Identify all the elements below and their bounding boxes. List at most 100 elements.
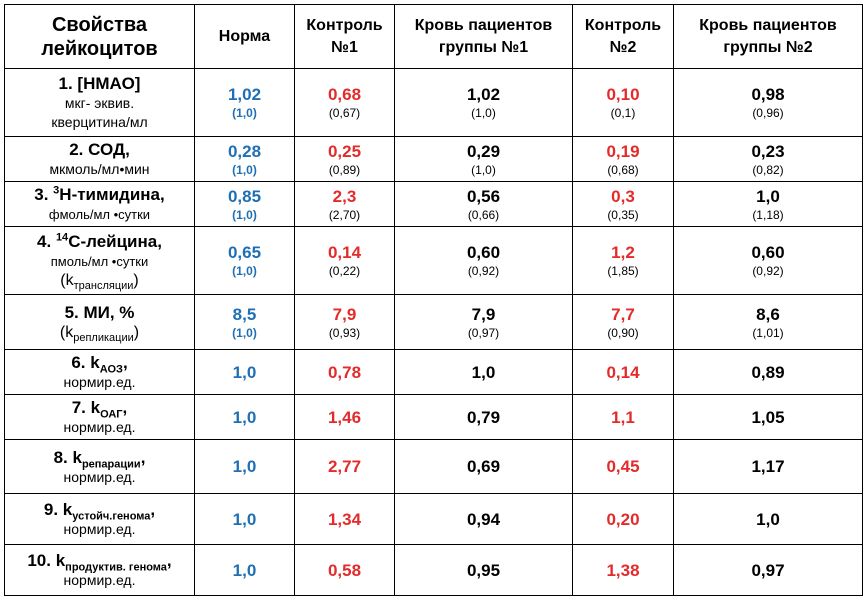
- value: 0,89: [751, 362, 785, 382]
- relative-value: (1,0): [232, 264, 257, 278]
- value: 1,05: [751, 407, 785, 427]
- blood2-cell: 0,60 (0,92): [673, 226, 863, 295]
- norm-cell: 0,28 (1,0): [194, 136, 295, 182]
- value: 7,9: [471, 304, 496, 324]
- property-cell: 5. МИ, % (kрепликации): [4, 294, 195, 350]
- value: 1,0: [232, 407, 257, 427]
- property-name: 5. МИ, %: [7, 302, 192, 323]
- table-row: 4. 14С-лейцина, пмоль/мл •сутки (kтрансляц…: [4, 226, 863, 295]
- property-cell: 9. kустойч.генома, нормир.ед.: [4, 493, 195, 545]
- property-name: 7. kОАГ,: [7, 397, 192, 421]
- control2-cell: 1,38: [572, 544, 674, 596]
- property-unit: пмоль/мл •сутки: [50, 253, 149, 269]
- blood2-cell: 8,6 (1,01): [673, 294, 863, 350]
- property-cell: 10. kпродуктив. генома, нормир.ед.: [4, 544, 195, 596]
- blood1-cell: 1,02 (1,0): [394, 68, 573, 137]
- property-name: 1. [НМАО]: [7, 73, 192, 94]
- value: 1,0: [756, 509, 780, 529]
- property-number: 3.: [34, 185, 54, 204]
- property-cell: 1. [НМАО] мкг- эквив. кверцитина/мл: [4, 68, 195, 137]
- property-title: k: [90, 398, 101, 417]
- property-cell: 6. kАОЗ, нормир.ед.: [4, 349, 195, 395]
- control2-cell: 0,45: [572, 439, 674, 494]
- property-unit: фмоль/мл •сутки: [48, 207, 151, 222]
- property-tail: ,: [122, 353, 128, 372]
- value: 0,28: [227, 141, 262, 161]
- value: 7,7: [611, 304, 635, 324]
- leukocyte-properties-table: Свойства лейкоцитов Норма Контроль №1 Кр…: [4, 4, 863, 596]
- relative-value: (0,67): [328, 106, 361, 120]
- norm-cell: 8,5 (1,0): [194, 294, 295, 350]
- table-row: 10. kпродуктив. генома, нормир.ед. 1,0 0,58…: [4, 544, 863, 596]
- value: 0,65: [227, 243, 262, 262]
- norm-cell: 1,0: [194, 349, 295, 395]
- property-cell: 4. 14С-лейцина, пмоль/мл •сутки (kтрансляц…: [4, 226, 195, 295]
- control1-cell: 7,9 (0,93): [294, 294, 395, 350]
- value: 1,17: [751, 457, 785, 476]
- value: 7,9: [332, 304, 357, 324]
- property-subscript: ОАГ: [100, 408, 123, 421]
- value: 0,95: [466, 560, 501, 580]
- property-coefficient: (kтрансляции): [7, 271, 192, 292]
- property-name: 6. kАОЗ,: [7, 352, 192, 375]
- value: 1,0: [756, 186, 780, 206]
- control2-cell: 7,7 (0,90): [572, 294, 674, 350]
- property-title: СОД,: [88, 140, 130, 159]
- relative-value: (1,18): [752, 207, 784, 222]
- property-title: С-лейцина,: [68, 231, 162, 251]
- value: 8,5: [232, 304, 257, 324]
- value: 1,0: [471, 362, 496, 382]
- control1-cell: 0,58: [294, 544, 395, 596]
- coefficient-part: трансляции: [73, 279, 134, 292]
- value: 0,60: [751, 243, 785, 262]
- relative-value: (1,85): [607, 264, 639, 278]
- value: 0,60: [466, 243, 501, 262]
- property-coefficient: (kрепликации): [7, 323, 192, 344]
- control1-cell: 0,68 (0,67): [294, 68, 395, 137]
- property-title: Н-тимидина,: [59, 185, 165, 204]
- property-unit: нормир.ед.: [63, 521, 136, 537]
- property-number: 2.: [69, 140, 89, 159]
- value: 1,38: [606, 560, 640, 580]
- property-subscript: продуктив. генома: [65, 561, 167, 574]
- value: 0,79: [466, 407, 501, 427]
- value: 8,6: [756, 304, 780, 324]
- control1-cell: 0,78: [294, 349, 395, 395]
- relative-value: (0,1): [610, 106, 636, 120]
- value: 0,20: [606, 509, 640, 529]
- control1-cell: 1,46: [294, 394, 395, 440]
- table-row: 1. [НМАО] мкг- эквив. кверцитина/мл 1,02 (1,…: [4, 68, 863, 137]
- property-unit: кверцитина/мл: [51, 114, 148, 130]
- blood1-cell: 0,95: [394, 544, 573, 596]
- control1-cell: 2,3 (2,70): [294, 181, 395, 227]
- property-unit: нормир.ед.: [63, 572, 136, 588]
- relative-value: (0,93): [328, 325, 361, 340]
- blood1-cell: 0,79: [394, 394, 573, 440]
- value: 0,29: [466, 141, 501, 161]
- blood2-cell: 1,05: [673, 394, 863, 440]
- property-number: 4.: [37, 231, 56, 251]
- relative-value: (0,97): [467, 325, 500, 340]
- value: 0,78: [327, 362, 362, 382]
- blood2-cell: 0,89: [673, 349, 863, 395]
- value: 0,23: [751, 141, 785, 161]
- property-cell: 3. 3Н-тимидина, фмоль/мл •сутки: [4, 181, 195, 227]
- property-unit: мкг- эквив.: [64, 95, 135, 111]
- property-tail: ,: [166, 551, 172, 570]
- coefficient-part: (k: [59, 323, 74, 341]
- table-header-row: Свойства лейкоцитов Норма Контроль №1 Кр…: [4, 4, 863, 69]
- header-blood1: Кровь пациентов группы №1: [394, 4, 573, 69]
- blood2-cell: 0,23 (0,82): [673, 136, 863, 182]
- value: 1,02: [466, 85, 501, 104]
- control2-cell: 0,10 (0,1): [572, 68, 674, 137]
- property-number: 7.: [71, 398, 91, 417]
- property-cell: 7. kОАГ, нормир.ед.: [4, 394, 195, 440]
- table-row: 9. kустойч.генома, нормир.ед. 1,0 1,34 0,94 0…: [4, 493, 863, 545]
- control1-cell: 0,25 (0,89): [294, 136, 395, 182]
- norm-cell: 1,0: [194, 544, 295, 596]
- value: 0,98: [751, 85, 785, 104]
- header-control1: Контроль №1: [294, 4, 395, 69]
- value: 0,69: [466, 457, 501, 476]
- value: 0,58: [327, 560, 362, 580]
- control2-cell: 0,19 (0,68): [572, 136, 674, 182]
